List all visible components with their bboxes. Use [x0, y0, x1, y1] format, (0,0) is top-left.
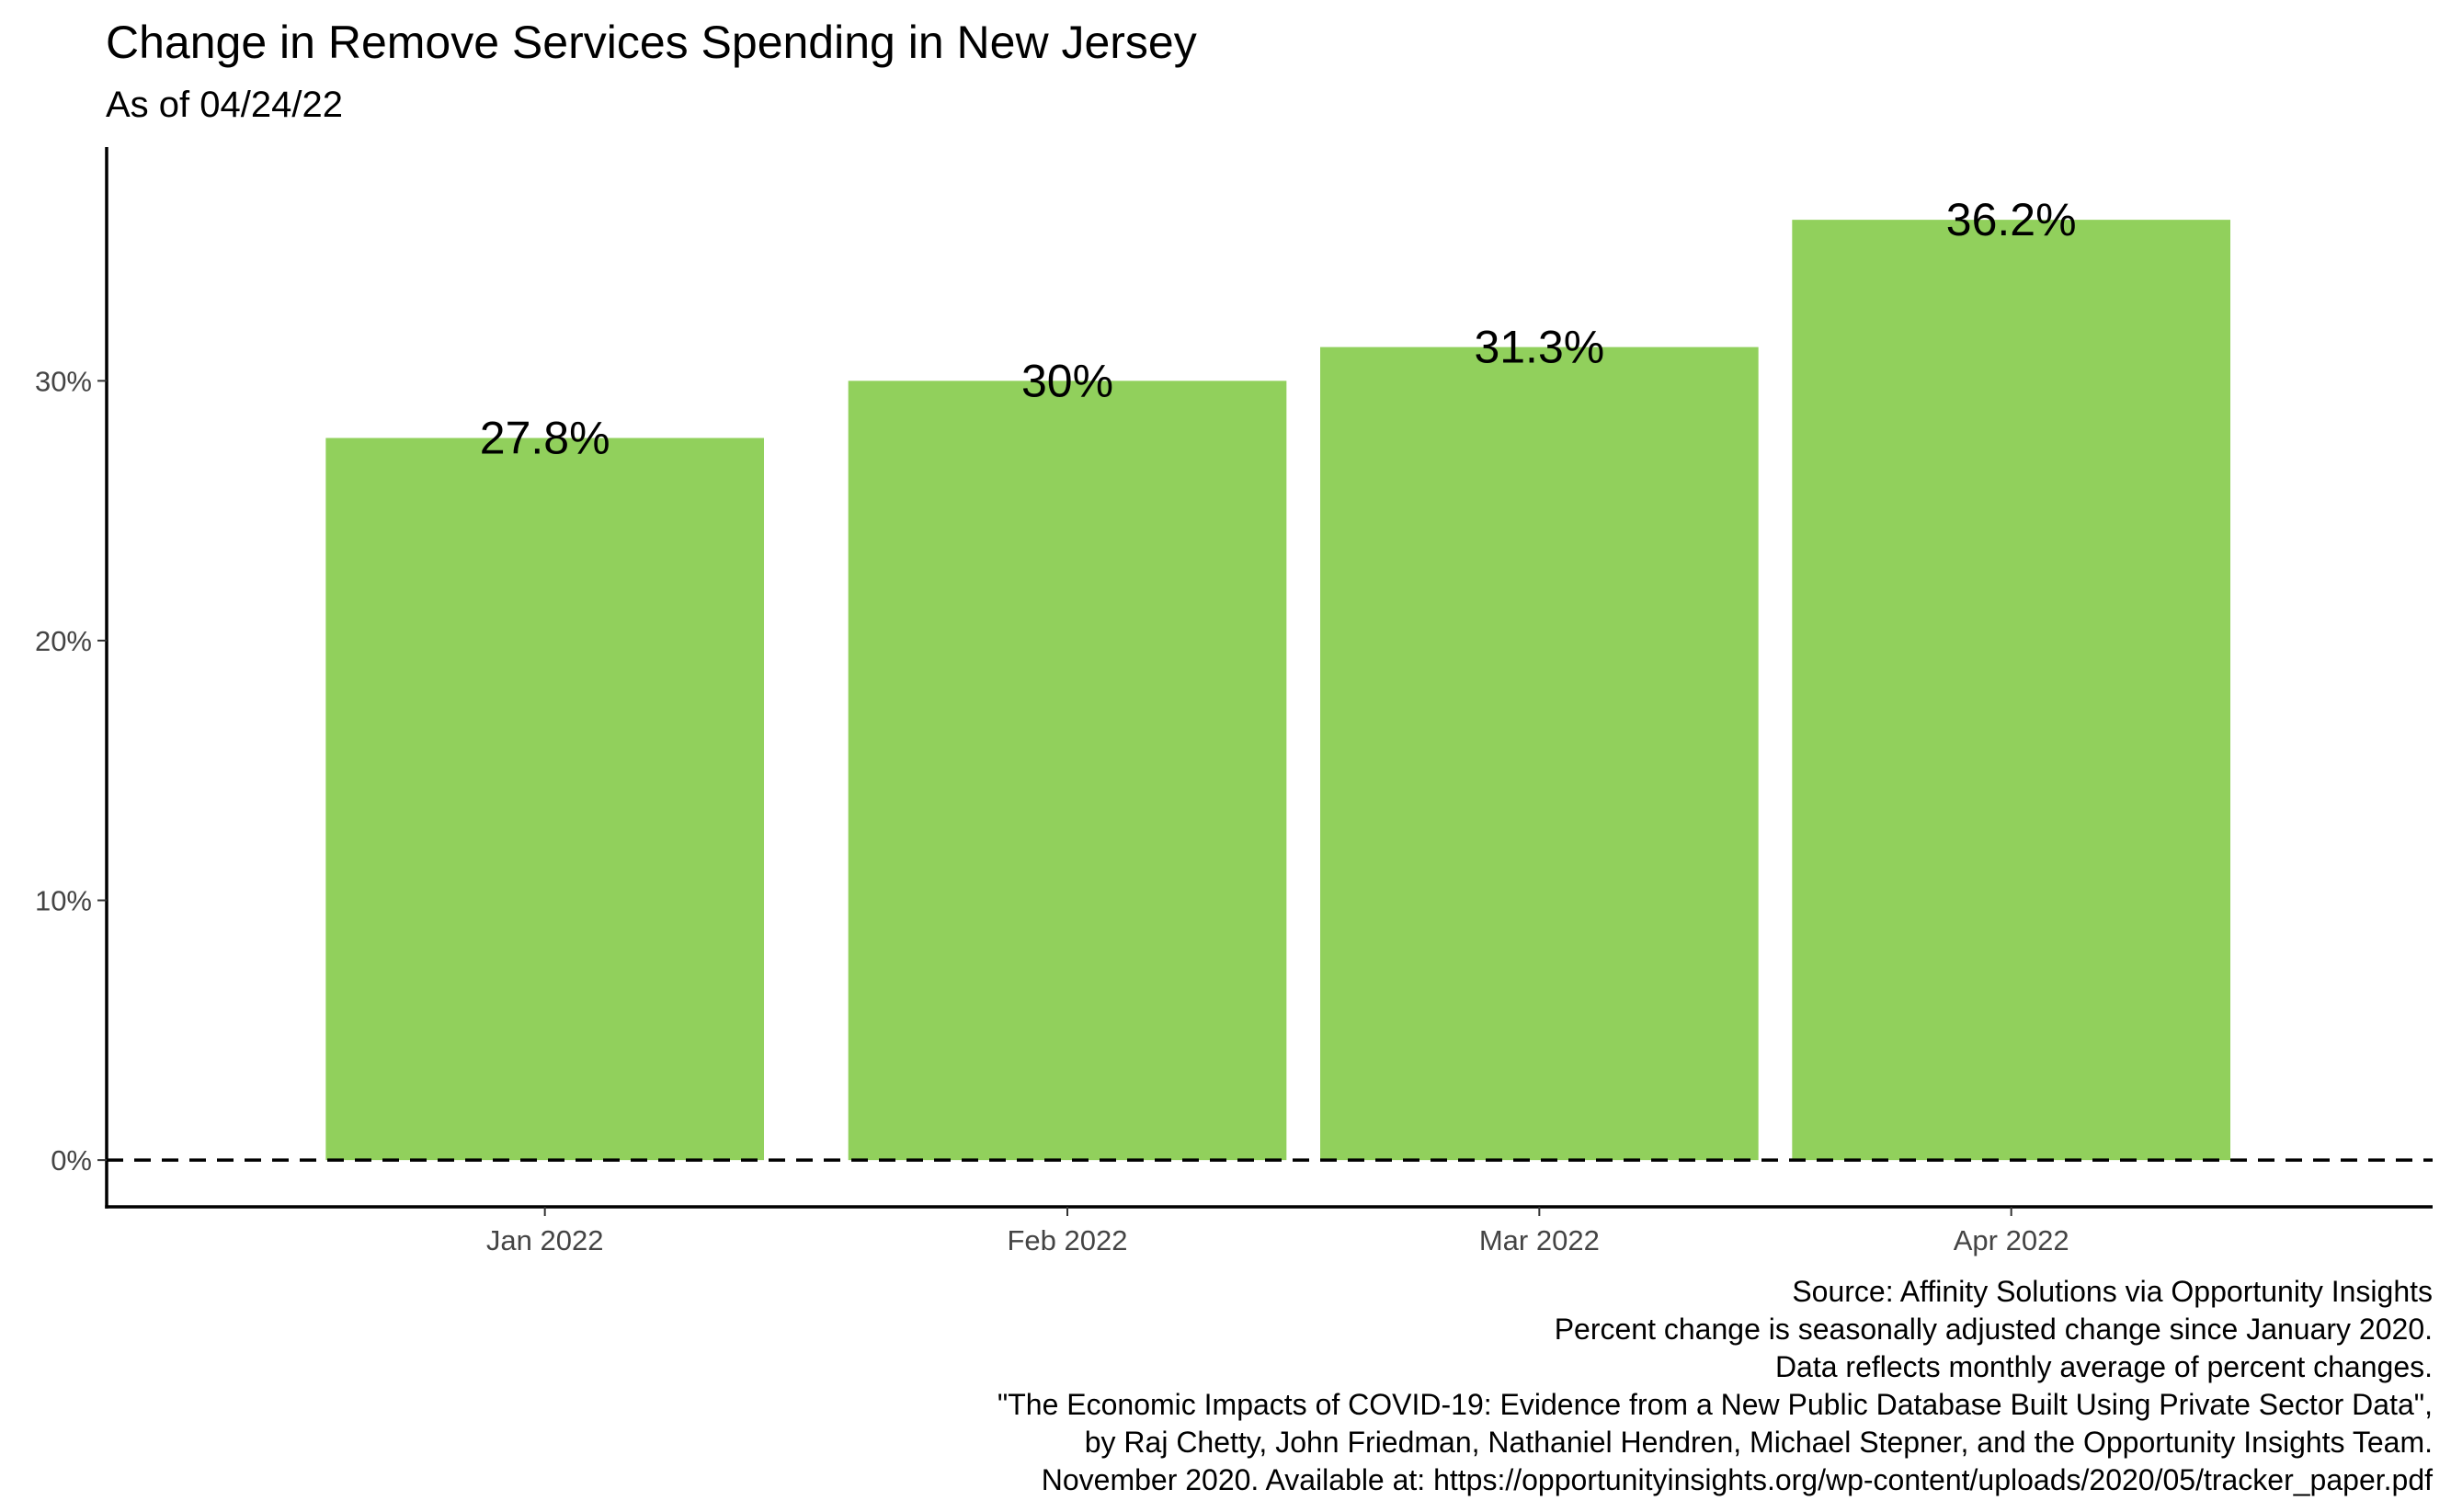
y-tick-label: 30%	[35, 365, 92, 397]
caption-line: November 2020. Available at: https://opp…	[1041, 1463, 2433, 1496]
source-caption: Source: Affinity Solutions via Opportuni…	[686, 1273, 2433, 1499]
bar-value-label: 27.8%	[480, 413, 610, 464]
y-axis-ticks: 0% 10% 20% 30%	[35, 365, 107, 1177]
x-tick-label: Feb 2022	[1008, 1224, 1128, 1256]
x-tick-label: Apr 2022	[1954, 1224, 2069, 1256]
x-tick-label: Jan 2022	[486, 1224, 604, 1256]
caption-line: "The Economic Impacts of COVID-19: Evide…	[997, 1388, 2433, 1421]
bar-chart: 27.8% 30% 31.3% 36.2% 0% 10% 20% 30% Jan 2022 F…	[35, 147, 2433, 1256]
bar-value-label: 30%	[1021, 355, 1113, 406]
caption-line: by Raj Chetty, John Friedman, Nathaniel …	[1084, 1426, 2433, 1459]
bars-layer	[325, 220, 2230, 1161]
chart-title: Change in Remove Services Spending in Ne…	[106, 17, 1197, 68]
bar-value-label: 36.2%	[1946, 194, 2077, 245]
bar	[1792, 220, 2230, 1161]
bar-labels-layer: 27.8% 30% 31.3% 36.2%	[480, 194, 2077, 463]
x-axis-ticks: Jan 2022 Feb 2022 Mar 2022 Apr 2022	[486, 1207, 2069, 1256]
x-tick-label: Mar 2022	[1479, 1224, 1600, 1256]
y-tick-label: 20%	[35, 625, 92, 657]
bar	[1320, 347, 1759, 1161]
caption-line: Data reflects monthly average of percent…	[1774, 1350, 2433, 1383]
y-tick-label: 0%	[51, 1144, 92, 1177]
caption-line: Source: Affinity Solutions via Opportuni…	[1792, 1275, 2433, 1308]
chart-subtitle: As of 04/24/22	[106, 85, 343, 125]
bar	[325, 438, 764, 1161]
caption-line: Percent change is seasonally adjusted ch…	[1554, 1313, 2433, 1346]
bar-value-label: 31.3%	[1474, 322, 1604, 373]
y-tick-label: 10%	[35, 885, 92, 917]
bar	[848, 381, 1287, 1161]
